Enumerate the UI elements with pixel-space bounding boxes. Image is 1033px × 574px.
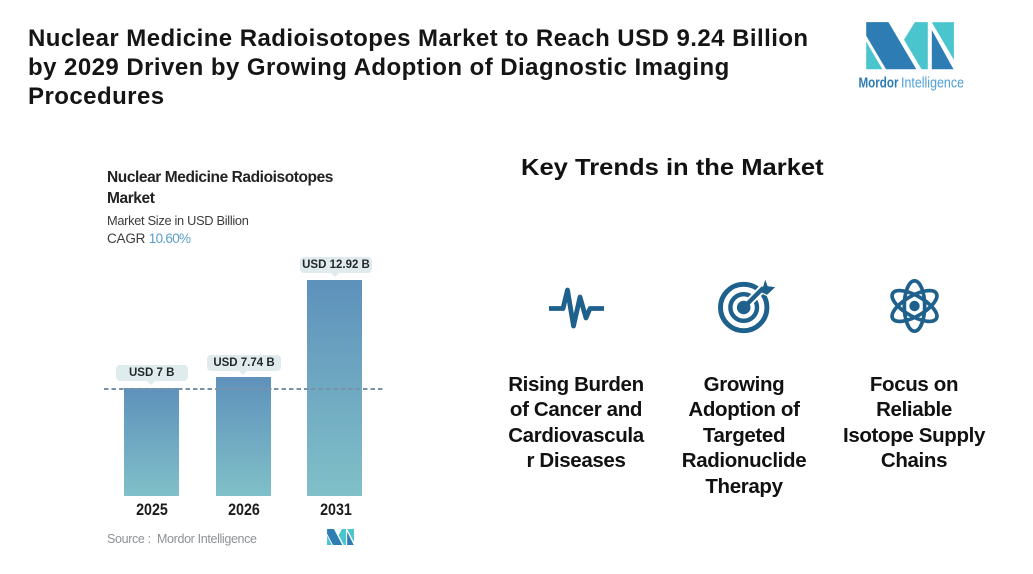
svg-text:Intelligence: Intelligence	[901, 75, 964, 92]
svg-text:Mordor: Mordor	[859, 75, 899, 92]
